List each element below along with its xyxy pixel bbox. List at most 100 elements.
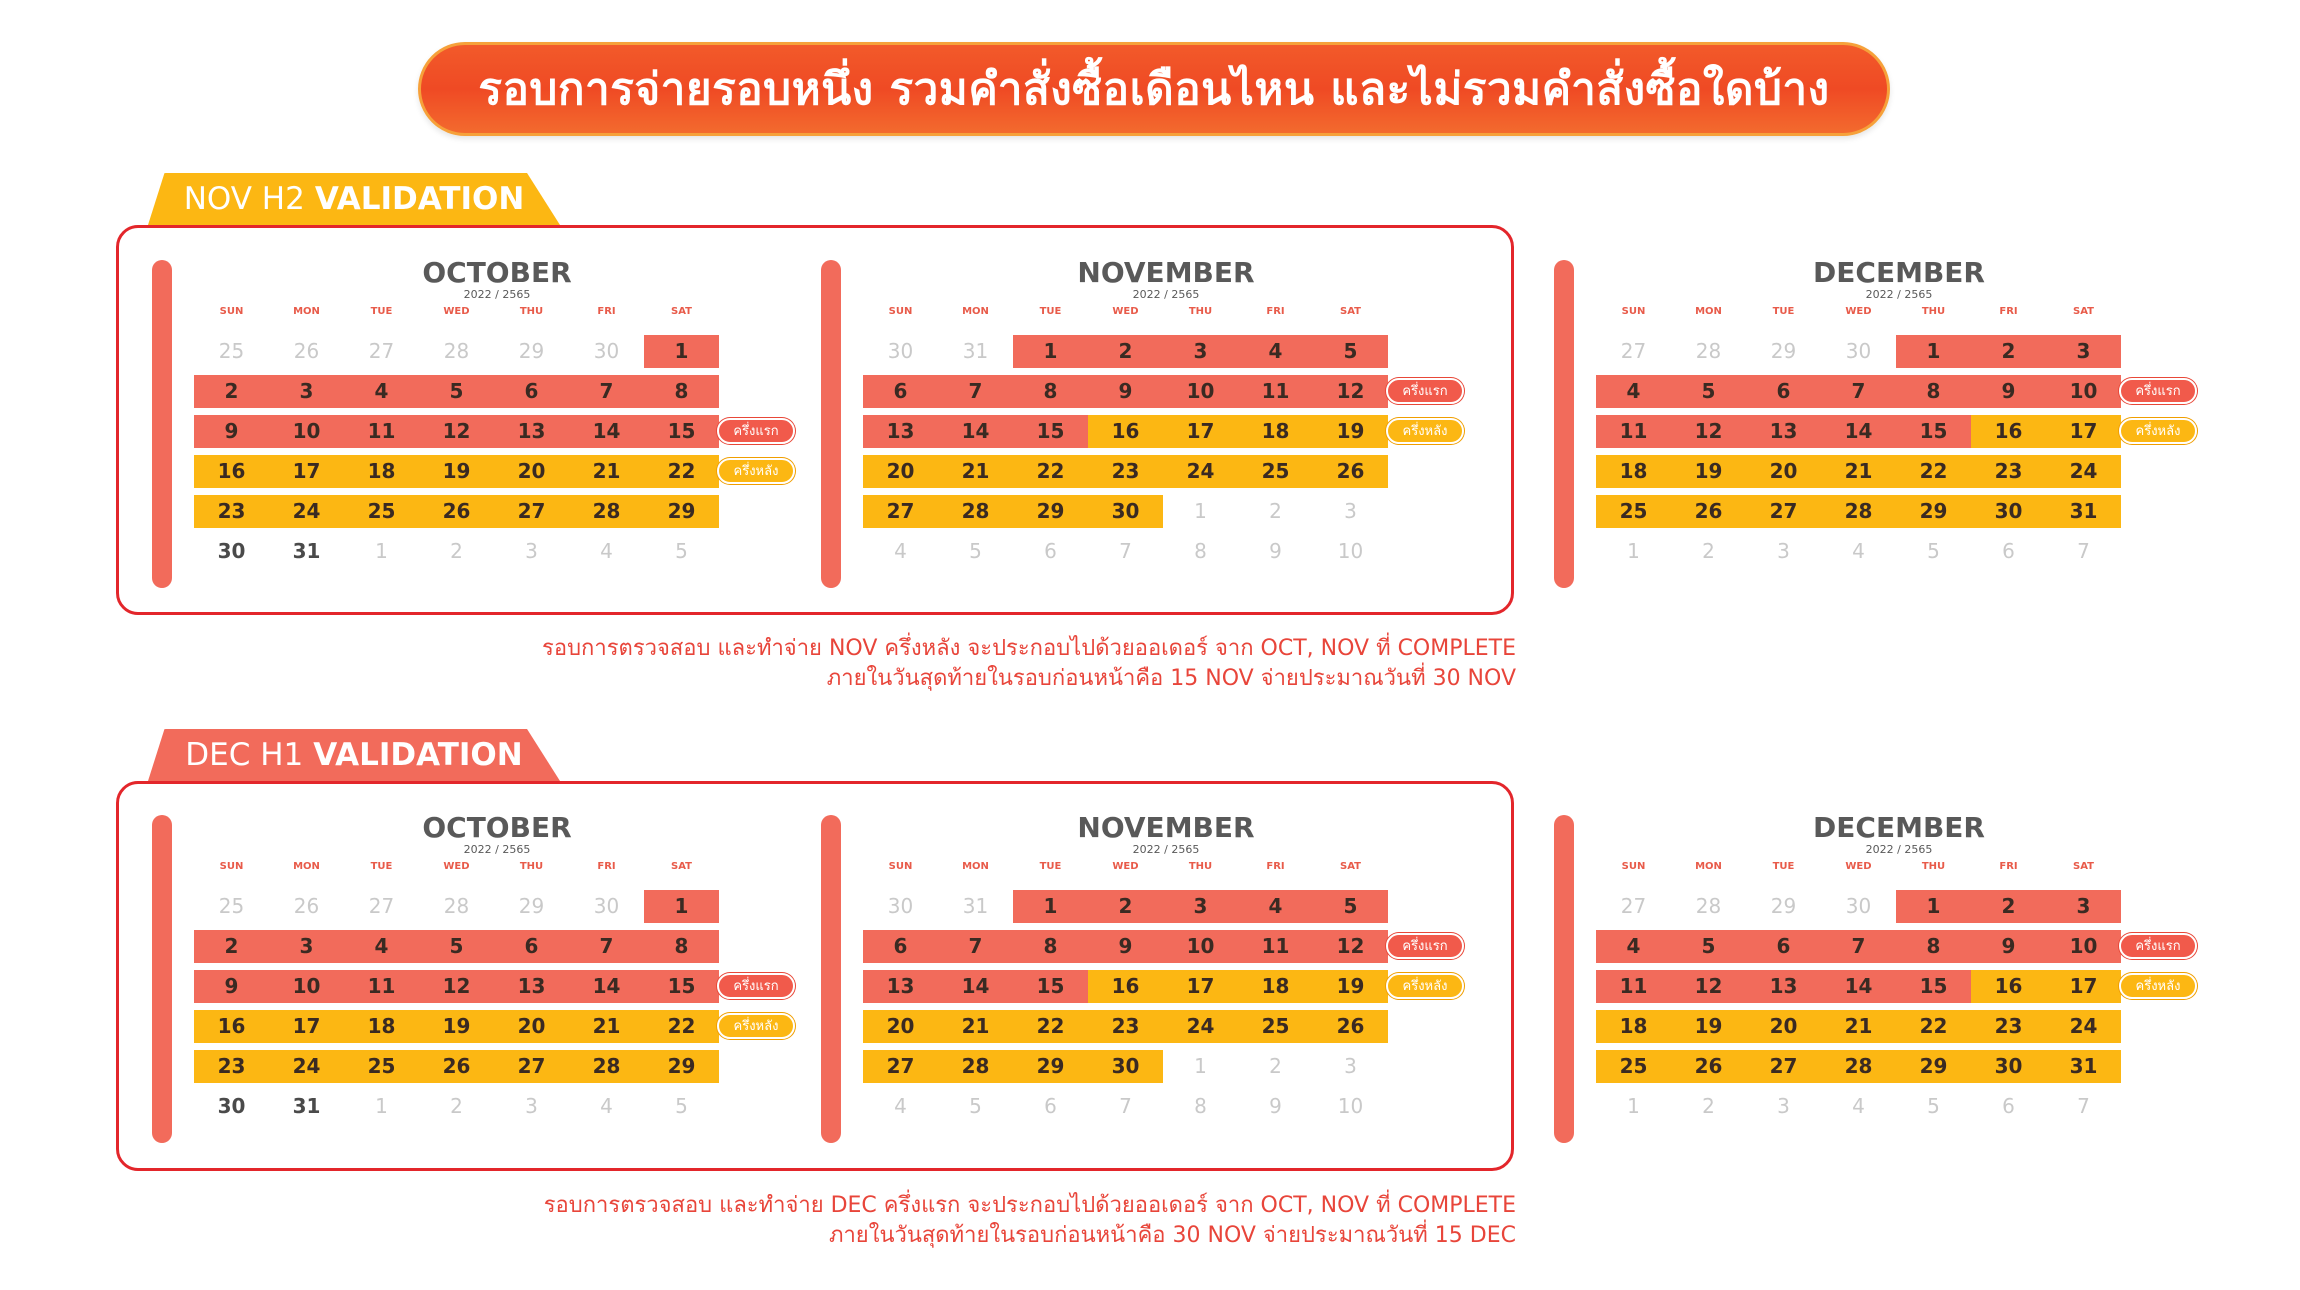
date-cell: 9 <box>1269 539 1282 563</box>
date-cell: 21 <box>1844 1014 1873 1038</box>
date-cell: 2 <box>1118 894 1133 918</box>
date-cell: 20 <box>517 1014 546 1038</box>
date-cell: 10 <box>1337 539 1364 563</box>
date-cell: 3 <box>299 379 314 403</box>
date-cell: 17 <box>2069 974 2098 998</box>
date-cell: 4 <box>894 539 907 563</box>
section-tab-nov-h2: NOV H2 VALIDATION <box>148 173 560 225</box>
date-cell: 8 <box>1043 379 1058 403</box>
date-cell: 8 <box>1194 1094 1207 1118</box>
first-half-highlight <box>1896 890 2121 923</box>
date-cell: 19 <box>1336 974 1365 998</box>
month-calendar-october: OCTOBER 2022 / 2565 SUN MON TUE WED THU FRI SAT 2… <box>152 811 842 1143</box>
first-half-highlight <box>194 930 719 963</box>
weekday-label: THU <box>519 306 544 317</box>
date-cell: 3 <box>1777 539 1790 563</box>
date-cell: 26 <box>1336 1014 1365 1038</box>
date-cell: 3 <box>525 539 538 563</box>
date-cell: 5 <box>1927 1094 1940 1118</box>
weekday-label: SUN <box>1621 306 1646 317</box>
date-cell: 7 <box>1851 934 1866 958</box>
month-calendar-november: NOVEMBER 2022 / 2565 SUN MON TUE WED THU FRI SAT… <box>821 811 1511 1143</box>
date-cell: 3 <box>1777 1094 1790 1118</box>
date-cell: 24 <box>1186 1014 1215 1038</box>
second-half-highlight <box>1088 970 1388 1003</box>
date-cell: 30 <box>1845 339 1872 363</box>
date-cell: 27 <box>517 499 546 523</box>
date-cell: 15 <box>1919 419 1948 443</box>
date-cell: 2 <box>1269 499 1282 523</box>
date-cell: 3 <box>1193 894 1208 918</box>
month-accent-bar <box>821 815 841 1143</box>
date-cell: 15 <box>667 974 696 998</box>
weekday-label: SUN <box>888 861 913 872</box>
weekday-label: WED <box>1112 861 1139 872</box>
date-cell: 4 <box>1852 539 1865 563</box>
date-cell: 31 <box>292 1094 321 1118</box>
date-cell: 4 <box>1626 934 1641 958</box>
weekday-label: SUN <box>888 306 913 317</box>
date-cell: 30 <box>1111 1054 1140 1078</box>
date-cell: 14 <box>592 974 621 998</box>
month-name: DECEMBER <box>1813 256 1985 289</box>
date-cell: 8 <box>1926 934 1941 958</box>
date-cell: 13 <box>1769 419 1798 443</box>
date-cell: 22 <box>1036 1014 1065 1038</box>
date-cell: 25 <box>1261 1014 1290 1038</box>
date-cell: 5 <box>449 934 464 958</box>
second-half-badge: ครึ่งหลัง <box>2119 973 2197 999</box>
date-cell: 5 <box>675 1094 688 1118</box>
weekday-label: FRI <box>1999 861 2018 872</box>
date-cell: 11 <box>1261 379 1290 403</box>
weekday-label: SUN <box>219 306 244 317</box>
note-line-1: รอบการตรวจสอบ และทำจ่าย DEC ครึ่งแรก จะป… <box>543 1193 1516 1218</box>
date-cell: 23 <box>1994 459 2023 483</box>
weekday-label: WED <box>1845 306 1872 317</box>
date-cell: 15 <box>1036 974 1065 998</box>
weekday-label: WED <box>1112 306 1139 317</box>
first-half-badge: ครึ่งแรก <box>2119 378 2197 404</box>
weekday-label: TUE <box>1039 861 1062 872</box>
weekday-label: WED <box>443 861 470 872</box>
date-cell: 11 <box>1261 934 1290 958</box>
date-cell: 18 <box>1261 974 1290 998</box>
date-cell: 7 <box>2077 1094 2090 1118</box>
date-cell: 29 <box>1919 1054 1948 1078</box>
date-cell: 23 <box>217 499 246 523</box>
weekday-label: SAT <box>2073 861 2094 872</box>
date-cell: 18 <box>1619 459 1648 483</box>
weekday-label: MON <box>1695 861 1722 872</box>
date-cell: 1 <box>1043 339 1058 363</box>
date-cell: 9 <box>1118 379 1133 403</box>
date-cell: 4 <box>1268 339 1283 363</box>
second-half-highlight <box>863 455 1388 488</box>
date-cell: 4 <box>1268 894 1283 918</box>
section-tab-bold: VALIDATION <box>313 737 523 773</box>
date-cell: 2 <box>1702 1094 1715 1118</box>
date-cell: 7 <box>1119 1094 1132 1118</box>
second-half-highlight <box>1596 1010 2121 1043</box>
second-half-highlight <box>1971 970 2121 1003</box>
date-cell: 31 <box>962 894 989 918</box>
date-cell: 15 <box>667 419 696 443</box>
date-cell: 28 <box>592 1054 621 1078</box>
weekday-label: FRI <box>597 306 616 317</box>
month-year: 2022 / 2565 <box>1865 843 1933 856</box>
date-cell: 23 <box>1111 1014 1140 1038</box>
section-frame-nov-h2 <box>116 225 1514 615</box>
date-cell: 18 <box>367 1014 396 1038</box>
date-cell: 28 <box>1695 339 1722 363</box>
date-cell: 22 <box>667 1014 696 1038</box>
date-cell: 3 <box>299 934 314 958</box>
date-cell: 10 <box>292 419 321 443</box>
date-cell: 26 <box>293 339 320 363</box>
date-cell: 5 <box>969 539 982 563</box>
first-half-badge: ครึ่งแรก <box>1386 378 1464 404</box>
date-cell: 25 <box>367 499 396 523</box>
date-cell: 13 <box>1769 974 1798 998</box>
date-cell: 12 <box>1694 419 1723 443</box>
date-cell: 29 <box>518 339 545 363</box>
date-cell: 21 <box>1844 459 1873 483</box>
date-cell: 24 <box>1186 459 1215 483</box>
date-cell: 2 <box>1269 1054 1282 1078</box>
